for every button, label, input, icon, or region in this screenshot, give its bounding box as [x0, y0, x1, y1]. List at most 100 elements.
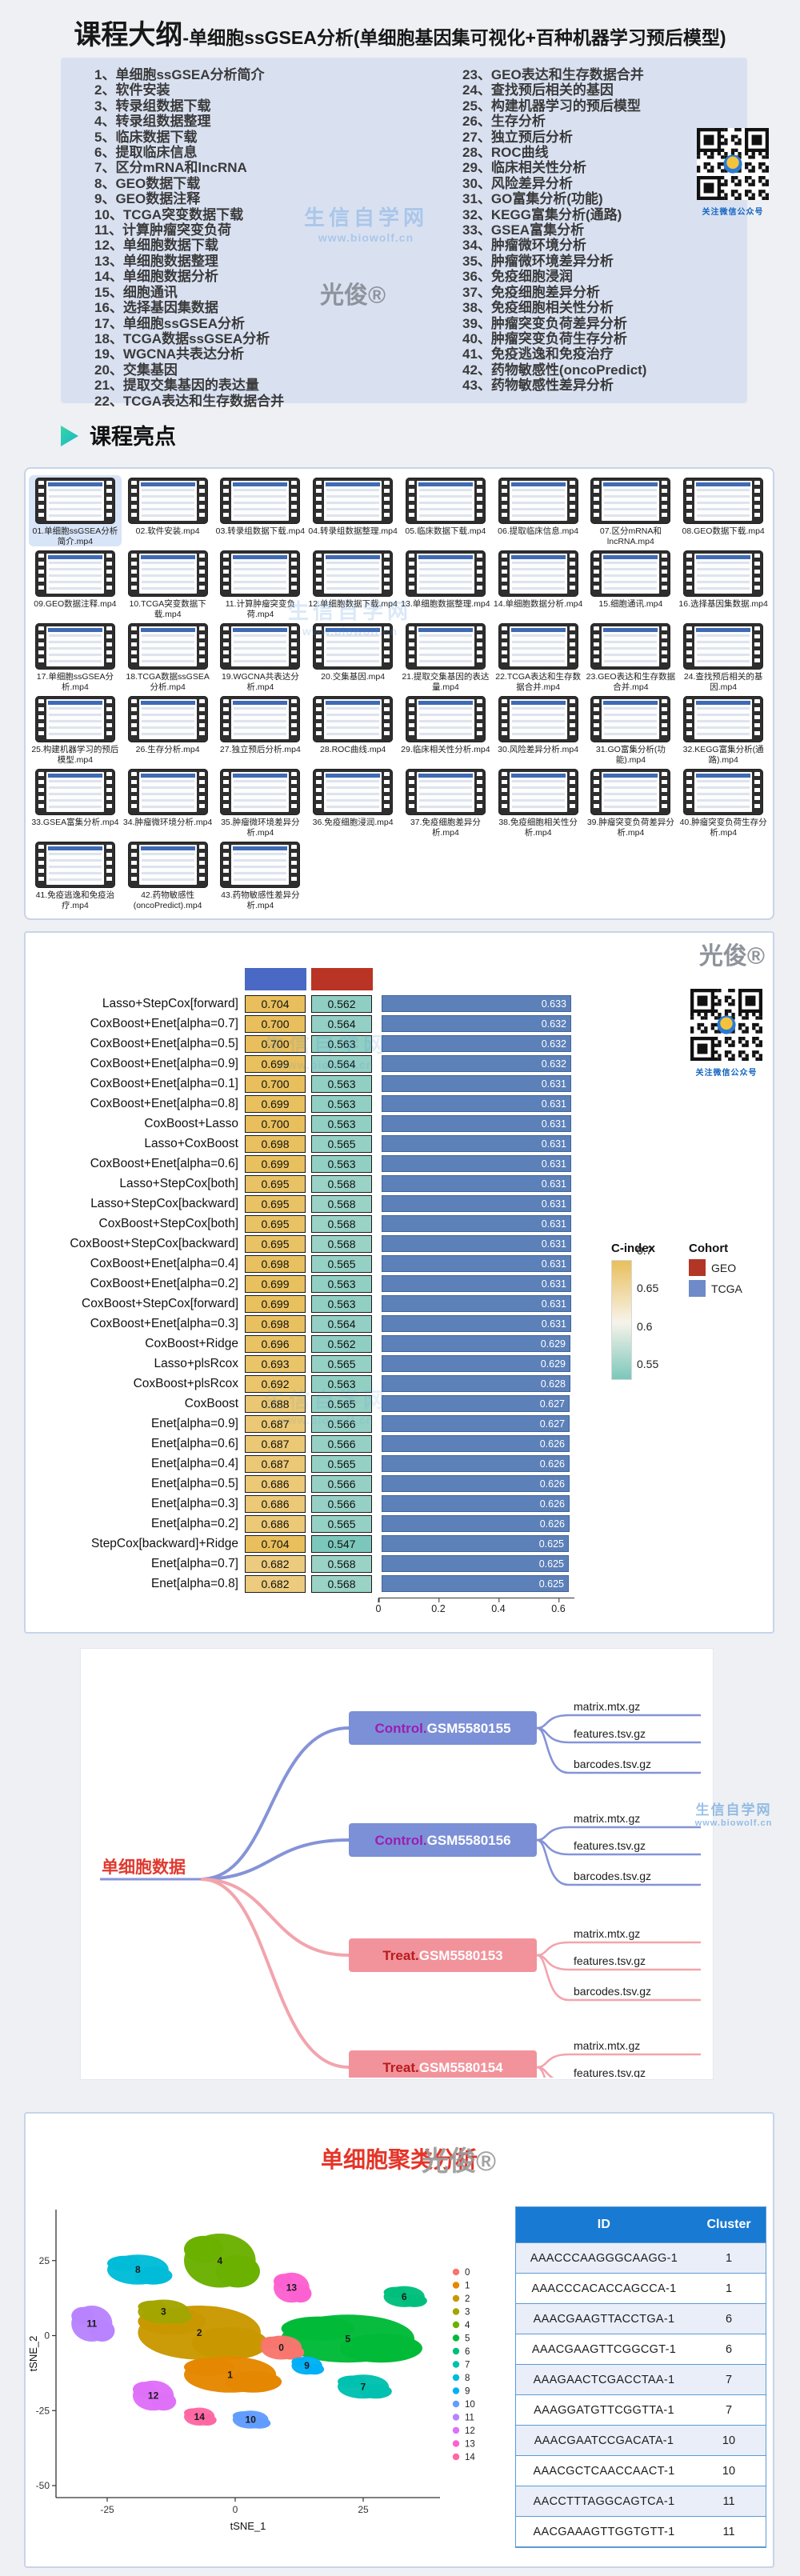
video-item[interactable]: 36.免疫细胞浸润.mp4	[306, 766, 399, 838]
video-item[interactable]: 40.肿瘤突变负荷生存分析.mp4	[677, 766, 770, 838]
video-item[interactable]: 08.GEO数据下载.mp4	[677, 475, 770, 546]
video-thumbnail[interactable]	[127, 623, 208, 670]
tsne-legend-label: 5	[465, 2334, 470, 2344]
video-item[interactable]: 31.GO富集分析(功能).mp4	[585, 694, 678, 765]
video-thumbnail[interactable]	[313, 623, 394, 670]
video-item[interactable]: 41.免疫逃逸和免疫治疗.mp4	[29, 839, 122, 910]
video-thumbnail[interactable]	[220, 478, 301, 524]
course-outline-panel: 1、单细胞ssGSEA分析简介 2、软件安装 3、转录组数据下载 4、转录组数据整理 5…	[61, 58, 747, 409]
video-item[interactable]: 24.查找预后相关的基因.mp4	[677, 621, 770, 692]
video-item[interactable]: 23.GEO表达和生存数据合并.mp4	[585, 621, 678, 692]
video-thumbnail[interactable]	[34, 550, 115, 597]
video-thumbnail[interactable]	[683, 550, 764, 597]
video-thumbnail[interactable]	[590, 623, 671, 670]
video-item[interactable]: 17.单细胞ssGSEA分析.mp4	[29, 621, 122, 692]
video-thumbnail[interactable]	[498, 478, 578, 524]
video-item[interactable]: 21.提取交集基因的表达量.mp4	[399, 621, 492, 692]
video-thumbnail[interactable]	[683, 696, 764, 742]
video-thumbnail[interactable]	[590, 769, 671, 815]
video-item[interactable]: 09.GEO数据注释.mp4	[29, 548, 122, 619]
video-item[interactable]: 26.生存分析.mp4	[122, 694, 214, 765]
video-thumbnail[interactable]	[127, 769, 208, 815]
video-item[interactable]: 10.TCGA突变数据下载.mp4	[122, 548, 214, 619]
cindex-cell-tcga: 0.687	[245, 1434, 306, 1453]
video-item[interactable]: 42.药物敏感性(oncoPredict).mp4	[122, 839, 214, 910]
video-thumbnail[interactable]	[313, 478, 394, 524]
video-thumbnail[interactable]	[590, 550, 671, 597]
video-item[interactable]: 07.区分mRNA和lncRNA.mp4	[585, 475, 678, 546]
video-item[interactable]: 35.肿瘤微环境差异分析.mp4	[214, 766, 307, 838]
video-item[interactable]: 20.交集基因.mp4	[306, 621, 399, 692]
video-thumbnail[interactable]	[683, 769, 764, 815]
video-thumbnail[interactable]	[127, 842, 208, 888]
video-thumbnail[interactable]	[405, 623, 486, 670]
video-item[interactable]: 38.免疫细胞相关性分析.mp4	[492, 766, 585, 838]
video-thumbnail[interactable]	[498, 550, 578, 597]
video-thumbnail[interactable]	[405, 550, 486, 597]
video-item[interactable]: 14.单细胞数据分析.mp4	[492, 548, 585, 619]
video-item[interactable]: 27.独立预后分析.mp4	[214, 694, 307, 765]
video-item[interactable]: 39.肿瘤突变负荷差异分析.mp4	[585, 766, 678, 838]
video-item[interactable]: 06.提取临床信息.mp4	[492, 475, 585, 546]
video-thumbnail[interactable]	[34, 623, 115, 670]
video-thumbnail[interactable]	[220, 550, 301, 597]
video-item[interactable]: 33.GSEA富集分析.mp4	[29, 766, 122, 838]
video-thumbnail[interactable]	[313, 550, 394, 597]
video-thumbnail[interactable]	[313, 769, 394, 815]
video-item[interactable]: 19.WGCNA共表达分析.mp4	[214, 621, 307, 692]
video-item[interactable]: 05.临床数据下载.mp4	[399, 475, 492, 546]
video-item[interactable]: 29.临床相关性分析.mp4	[399, 694, 492, 765]
video-item[interactable]: 03.转录组数据下载.mp4	[214, 475, 307, 546]
video-thumbnail[interactable]	[220, 696, 301, 742]
video-item[interactable]: 18.TCGA数据ssGSEA分析.mp4	[122, 621, 214, 692]
video-item[interactable]: 28.ROC曲线.mp4	[306, 694, 399, 765]
video-thumbnail[interactable]	[590, 696, 671, 742]
video-thumbnail[interactable]	[127, 696, 208, 742]
video-thumbnail[interactable]	[590, 478, 671, 524]
video-thumbnail[interactable]	[127, 478, 208, 524]
video-thumbnail[interactable]	[498, 696, 578, 742]
video-thumbnail[interactable]	[405, 478, 486, 524]
video-item[interactable]: 30.风险差异分析.mp4	[492, 694, 585, 765]
mean-cindex-bar: 0.631	[382, 1255, 571, 1272]
video-item[interactable]: 37.免疫细胞差异分析.mp4	[399, 766, 492, 838]
video-item[interactable]: 22.TCGA表达和生存数据合并.mp4	[492, 621, 585, 692]
video-thumbnail[interactable]	[220, 623, 301, 670]
outline-item: 5、临床数据下载	[94, 129, 198, 145]
video-item[interactable]: 34.肿瘤微环境分析.mp4	[122, 766, 214, 838]
cell-barcode-id: AAACCCACACCAGCCA-1	[531, 2282, 677, 2295]
model-label: Enet[alpha=0.3]	[150, 1496, 238, 1510]
mean-cindex-bar: 0.631	[382, 1155, 571, 1172]
video-thumbnail[interactable]	[683, 623, 764, 670]
video-thumbnail[interactable]	[405, 696, 486, 742]
video-thumbnail[interactable]	[34, 842, 115, 888]
video-thumbnail[interactable]	[405, 769, 486, 815]
table-row: AAACGAATCCGACATA-1 10	[516, 2426, 766, 2456]
video-thumbnail[interactable]	[220, 769, 301, 815]
video-item[interactable]: 25.构建机器学习的预后模型.mp4	[29, 694, 122, 765]
outline-item: 29、临床相关性分析	[462, 160, 586, 176]
video-thumbnail[interactable]	[498, 623, 578, 670]
video-thumbnail[interactable]	[498, 769, 578, 815]
video-thumbnail[interactable]	[127, 550, 208, 597]
video-thumbnail[interactable]	[34, 769, 115, 815]
video-item[interactable]: 13.单细胞数据整理.mp4	[399, 548, 492, 619]
video-item[interactable]: 02.软件安装.mp4	[122, 475, 214, 546]
video-item[interactable]: 01.单细胞ssGSEA分析简介.mp4	[29, 475, 122, 546]
tsne-legend-dot	[452, 2440, 460, 2447]
video-item[interactable]: 12.单细胞数据下载.mp4	[306, 548, 399, 619]
video-item[interactable]: 43.药物敏感性差异分析.mp4	[214, 839, 307, 910]
video-thumbnail[interactable]	[220, 842, 301, 888]
video-thumbnail[interactable]	[683, 478, 764, 524]
film-sprockets-left	[130, 626, 137, 666]
video-item[interactable]: 15.细胞通讯.mp4	[585, 548, 678, 619]
video-thumbnail[interactable]	[313, 696, 394, 742]
video-item[interactable]: 16.选择基因集数据.mp4	[677, 548, 770, 619]
mean-cindex-bar: 0.631	[382, 1295, 571, 1312]
video-item[interactable]: 32.KEGG富集分析(通路).mp4	[677, 694, 770, 765]
video-thumbnail[interactable]	[34, 696, 115, 742]
film-sprockets-left	[408, 626, 414, 666]
video-item[interactable]: 11.计算肿瘤突变负荷.mp4	[214, 548, 307, 619]
video-item[interactable]: 04.转录组数据整理.mp4	[306, 475, 399, 546]
video-thumbnail[interactable]	[34, 478, 115, 524]
